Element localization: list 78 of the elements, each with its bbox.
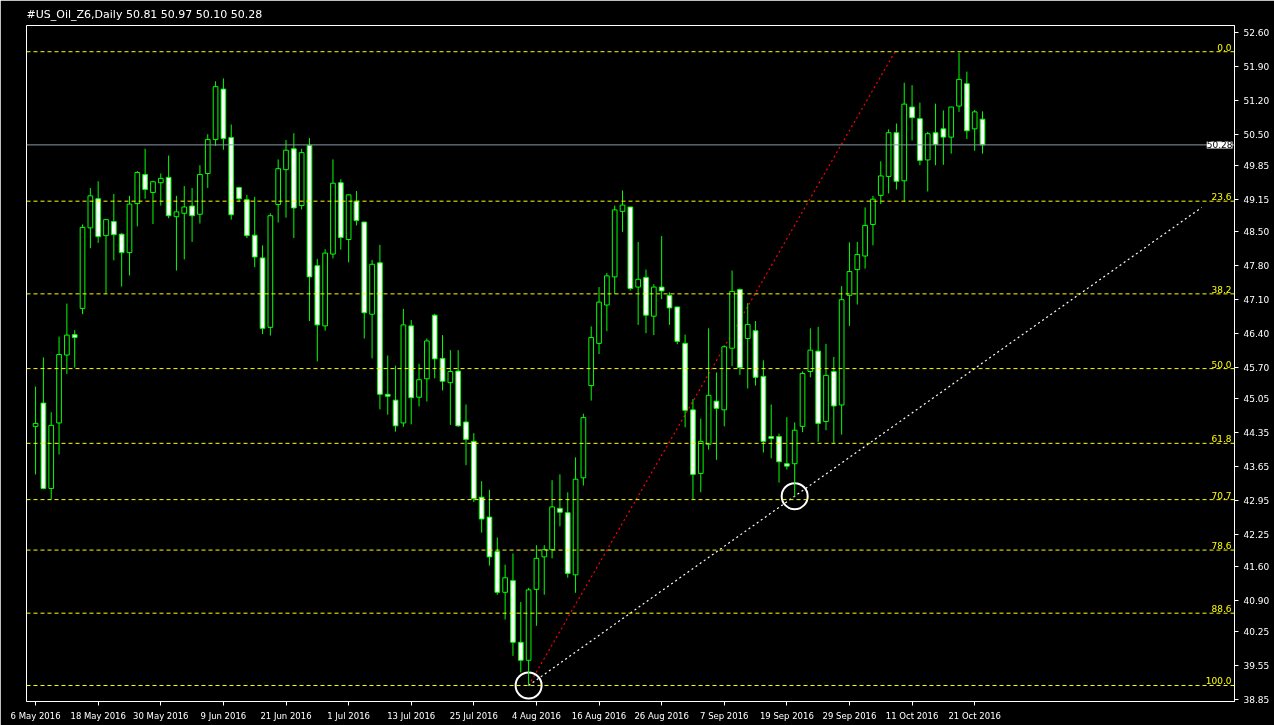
x-tick-label: 13 Jul 2016	[387, 710, 436, 721]
x-tick-label: 26 Aug 2016	[634, 710, 689, 721]
x-tick-label: 16 Aug 2016	[571, 710, 627, 721]
y-tick-label: 38.85	[1243, 695, 1270, 706]
y-tick-label: 50.50	[1243, 129, 1270, 140]
x-tick-label: 21 Jun 2016	[260, 710, 312, 721]
y-tick-label: 45.05	[1243, 394, 1270, 405]
candlestick	[846, 241, 853, 327]
candlestick	[557, 473, 563, 527]
x-tick-label: 19 Sep 2016	[759, 710, 814, 721]
annotation: 23.6	[1211, 192, 1232, 203]
y-tick-label: 48.50	[1243, 226, 1270, 237]
candlestick	[971, 109, 978, 152]
candlestick	[807, 327, 814, 378]
candlestick	[784, 416, 790, 471]
x-tick-label: 1 Jul 2016	[327, 710, 370, 721]
y-tick-label: 52.60	[1243, 27, 1270, 38]
annotation: 0.0	[1217, 42, 1232, 53]
x-tick-label: 11 Oct 2016	[885, 710, 939, 721]
candlestick	[854, 241, 861, 306]
annotation: 70.7	[1211, 490, 1232, 501]
annotation: 50.0	[1211, 359, 1232, 370]
x-tick-label: 7 Sep 2016	[700, 710, 749, 721]
candlestick	[635, 241, 642, 326]
x-tick-label: 9 Jun 2016	[200, 710, 247, 721]
y-tick-label: 47.10	[1243, 294, 1270, 305]
y-tick-label: 42.25	[1243, 530, 1270, 541]
y-tick-label: 45.70	[1243, 362, 1270, 373]
y-tick-label: 51.20	[1243, 95, 1270, 106]
x-tick-label: 18 May 2016	[70, 710, 126, 721]
y-tick-label: 46.40	[1243, 328, 1270, 339]
y-tick-label: 43.65	[1243, 462, 1270, 473]
candlestick	[877, 160, 884, 205]
candlestick	[502, 564, 508, 620]
candlestick	[181, 185, 188, 260]
candlestick	[384, 354, 391, 416]
x-tick-label: 21 Oct 2016	[948, 710, 1001, 721]
ref-line-label: 50.28	[1206, 140, 1233, 151]
candlestick	[150, 180, 156, 225]
candlestick	[744, 302, 751, 389]
candlestick	[142, 148, 148, 200]
y-tick-label: 44.35	[1243, 428, 1270, 439]
annotation: 78.6	[1211, 541, 1232, 552]
y-tick-label: 49.85	[1243, 161, 1270, 172]
candlestick	[110, 193, 117, 261]
y-tick-label: 42.95	[1243, 496, 1270, 507]
chart-title: #US_Oil_Z6,Daily 50.81 50.97 50.10 50.28	[26, 7, 263, 21]
candlestick	[541, 544, 548, 596]
candlestick	[71, 329, 78, 369]
candlestick	[463, 404, 469, 466]
x-tick-label: 30 May 2016	[133, 710, 189, 721]
annotation: 100.0	[1205, 676, 1232, 687]
candlestick	[103, 219, 109, 295]
x-tick-label: 6 May 2016	[10, 710, 61, 721]
annotation: 61.8	[1211, 434, 1232, 445]
annotation: 38.2	[1211, 284, 1232, 295]
x-tick-label: 4 Aug 2016	[511, 710, 561, 721]
y-tick-label: 47.80	[1243, 260, 1270, 271]
candlestick	[909, 84, 915, 142]
annotation: 88.6	[1211, 604, 1232, 615]
y-tick-label: 39.55	[1243, 661, 1270, 672]
x-tick-label: 25 Jul 2016	[449, 710, 498, 721]
candlestick	[517, 601, 524, 673]
y-tick-label: 49.15	[1243, 195, 1270, 206]
candlestick	[64, 303, 70, 375]
y-tick-label: 51.90	[1243, 61, 1270, 72]
candlestick	[416, 363, 422, 407]
candlestick	[189, 187, 195, 243]
candlestick	[283, 139, 289, 219]
candlestick	[666, 291, 673, 326]
candlestick	[251, 196, 258, 268]
y-tick-label: 41.60	[1243, 561, 1270, 572]
candlestick	[658, 235, 665, 300]
y-tick-label: 40.25	[1243, 627, 1270, 638]
y-tick-label: 40.90	[1243, 595, 1270, 606]
candlestick	[768, 404, 775, 459]
candlestick	[157, 173, 164, 207]
x-tick-label: 29 Sep 2016	[822, 710, 877, 721]
